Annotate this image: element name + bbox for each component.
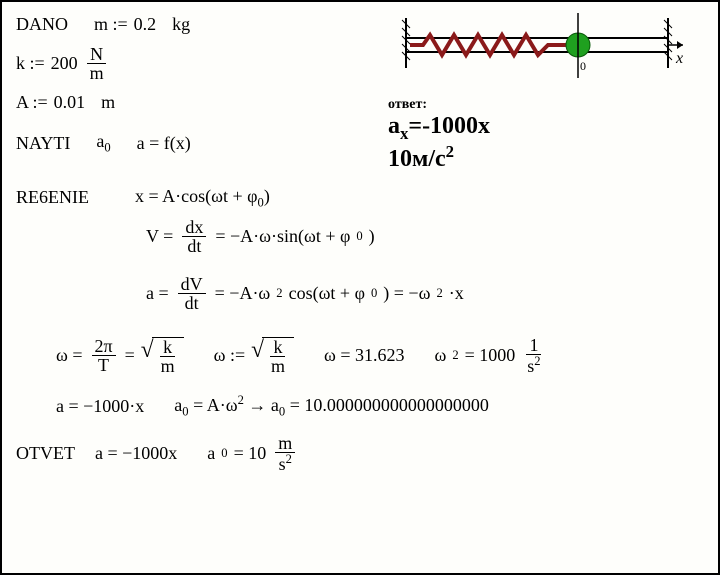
origin-label: 0 — [580, 59, 586, 73]
dvdt-frac: dV dt — [178, 275, 206, 312]
find-label: NAYTI — [16, 133, 70, 154]
spring-diagram: 0 x — [398, 8, 688, 98]
answer-line1: ax=-1000x — [388, 113, 608, 143]
otvet-label: OTVET — [16, 443, 75, 464]
omega-def2: ω := k m — [214, 337, 294, 375]
A-value: 0.01 — [54, 92, 86, 113]
eq-x: x = A·cos(ωt + φ0) — [135, 186, 270, 211]
answer-label: ответ: — [388, 97, 608, 113]
diagram-svg: 0 x — [398, 8, 688, 98]
omega-row: ω = 2π T = k m ω := k m — [56, 332, 704, 379]
answer-line2: 10м/c2 — [388, 143, 608, 172]
sqrt-icon: k m — [251, 337, 294, 375]
solution-header: RE6ENIE x = A·cos(ωt + φ0) — [16, 186, 704, 211]
otvet-row: OTVET a = −1000x a0 = 10 m s2 — [16, 430, 704, 477]
k-symbol: k := — [16, 53, 45, 74]
a0-eq: a0 = A·ω2 → a0 = 10.000000000000000000 — [174, 393, 489, 420]
answer-box: ответ: ax=-1000x 10м/c2 — [388, 97, 608, 173]
omega-sq: ω2 = 1000 1 s2 — [434, 336, 546, 375]
sqrt-icon: k m — [141, 337, 184, 375]
omega-def1: ω = 2π T = k m — [56, 337, 184, 375]
otvet-eq1: a = −1000x — [95, 443, 177, 464]
a-row: a = −1000·x a0 = A·ω2 → a0 = 10.00000000… — [56, 393, 704, 420]
solution-label: RE6ENIE — [16, 187, 89, 208]
omega-val: ω = 31.623 — [324, 345, 405, 366]
page: DANO m := 0.2 kg k := 200 N m A := 0.01 … — [0, 0, 720, 575]
k-value: 200 — [51, 53, 78, 74]
eq-a: a = dV dt = −A·ω2cos(ωt + φ0) = −ω2·x — [146, 275, 704, 312]
a-neg1000: a = −1000·x — [56, 396, 144, 417]
dxdt-frac: dx dt — [182, 218, 206, 255]
x-axis-label: x — [675, 50, 683, 67]
k-unit-den: m — [87, 64, 107, 82]
mass-symbol: m := — [94, 14, 128, 35]
k-unit-num: N — [87, 45, 106, 64]
mass-unit: kg — [172, 14, 190, 35]
A-unit: m — [101, 92, 115, 113]
k-unit-frac: N m — [87, 45, 107, 82]
find-a0: a0 — [96, 131, 110, 156]
given-label: DANO — [16, 14, 68, 35]
find-afx: a = f(x) — [137, 133, 191, 154]
otvet-eq2: a0 = 10 m s2 — [207, 434, 298, 473]
mass-value: 0.2 — [134, 14, 157, 35]
A-symbol: A := — [16, 92, 48, 113]
eq-v: V = dx dt = −A·ω·sin(ωt + φ0) — [146, 218, 704, 255]
